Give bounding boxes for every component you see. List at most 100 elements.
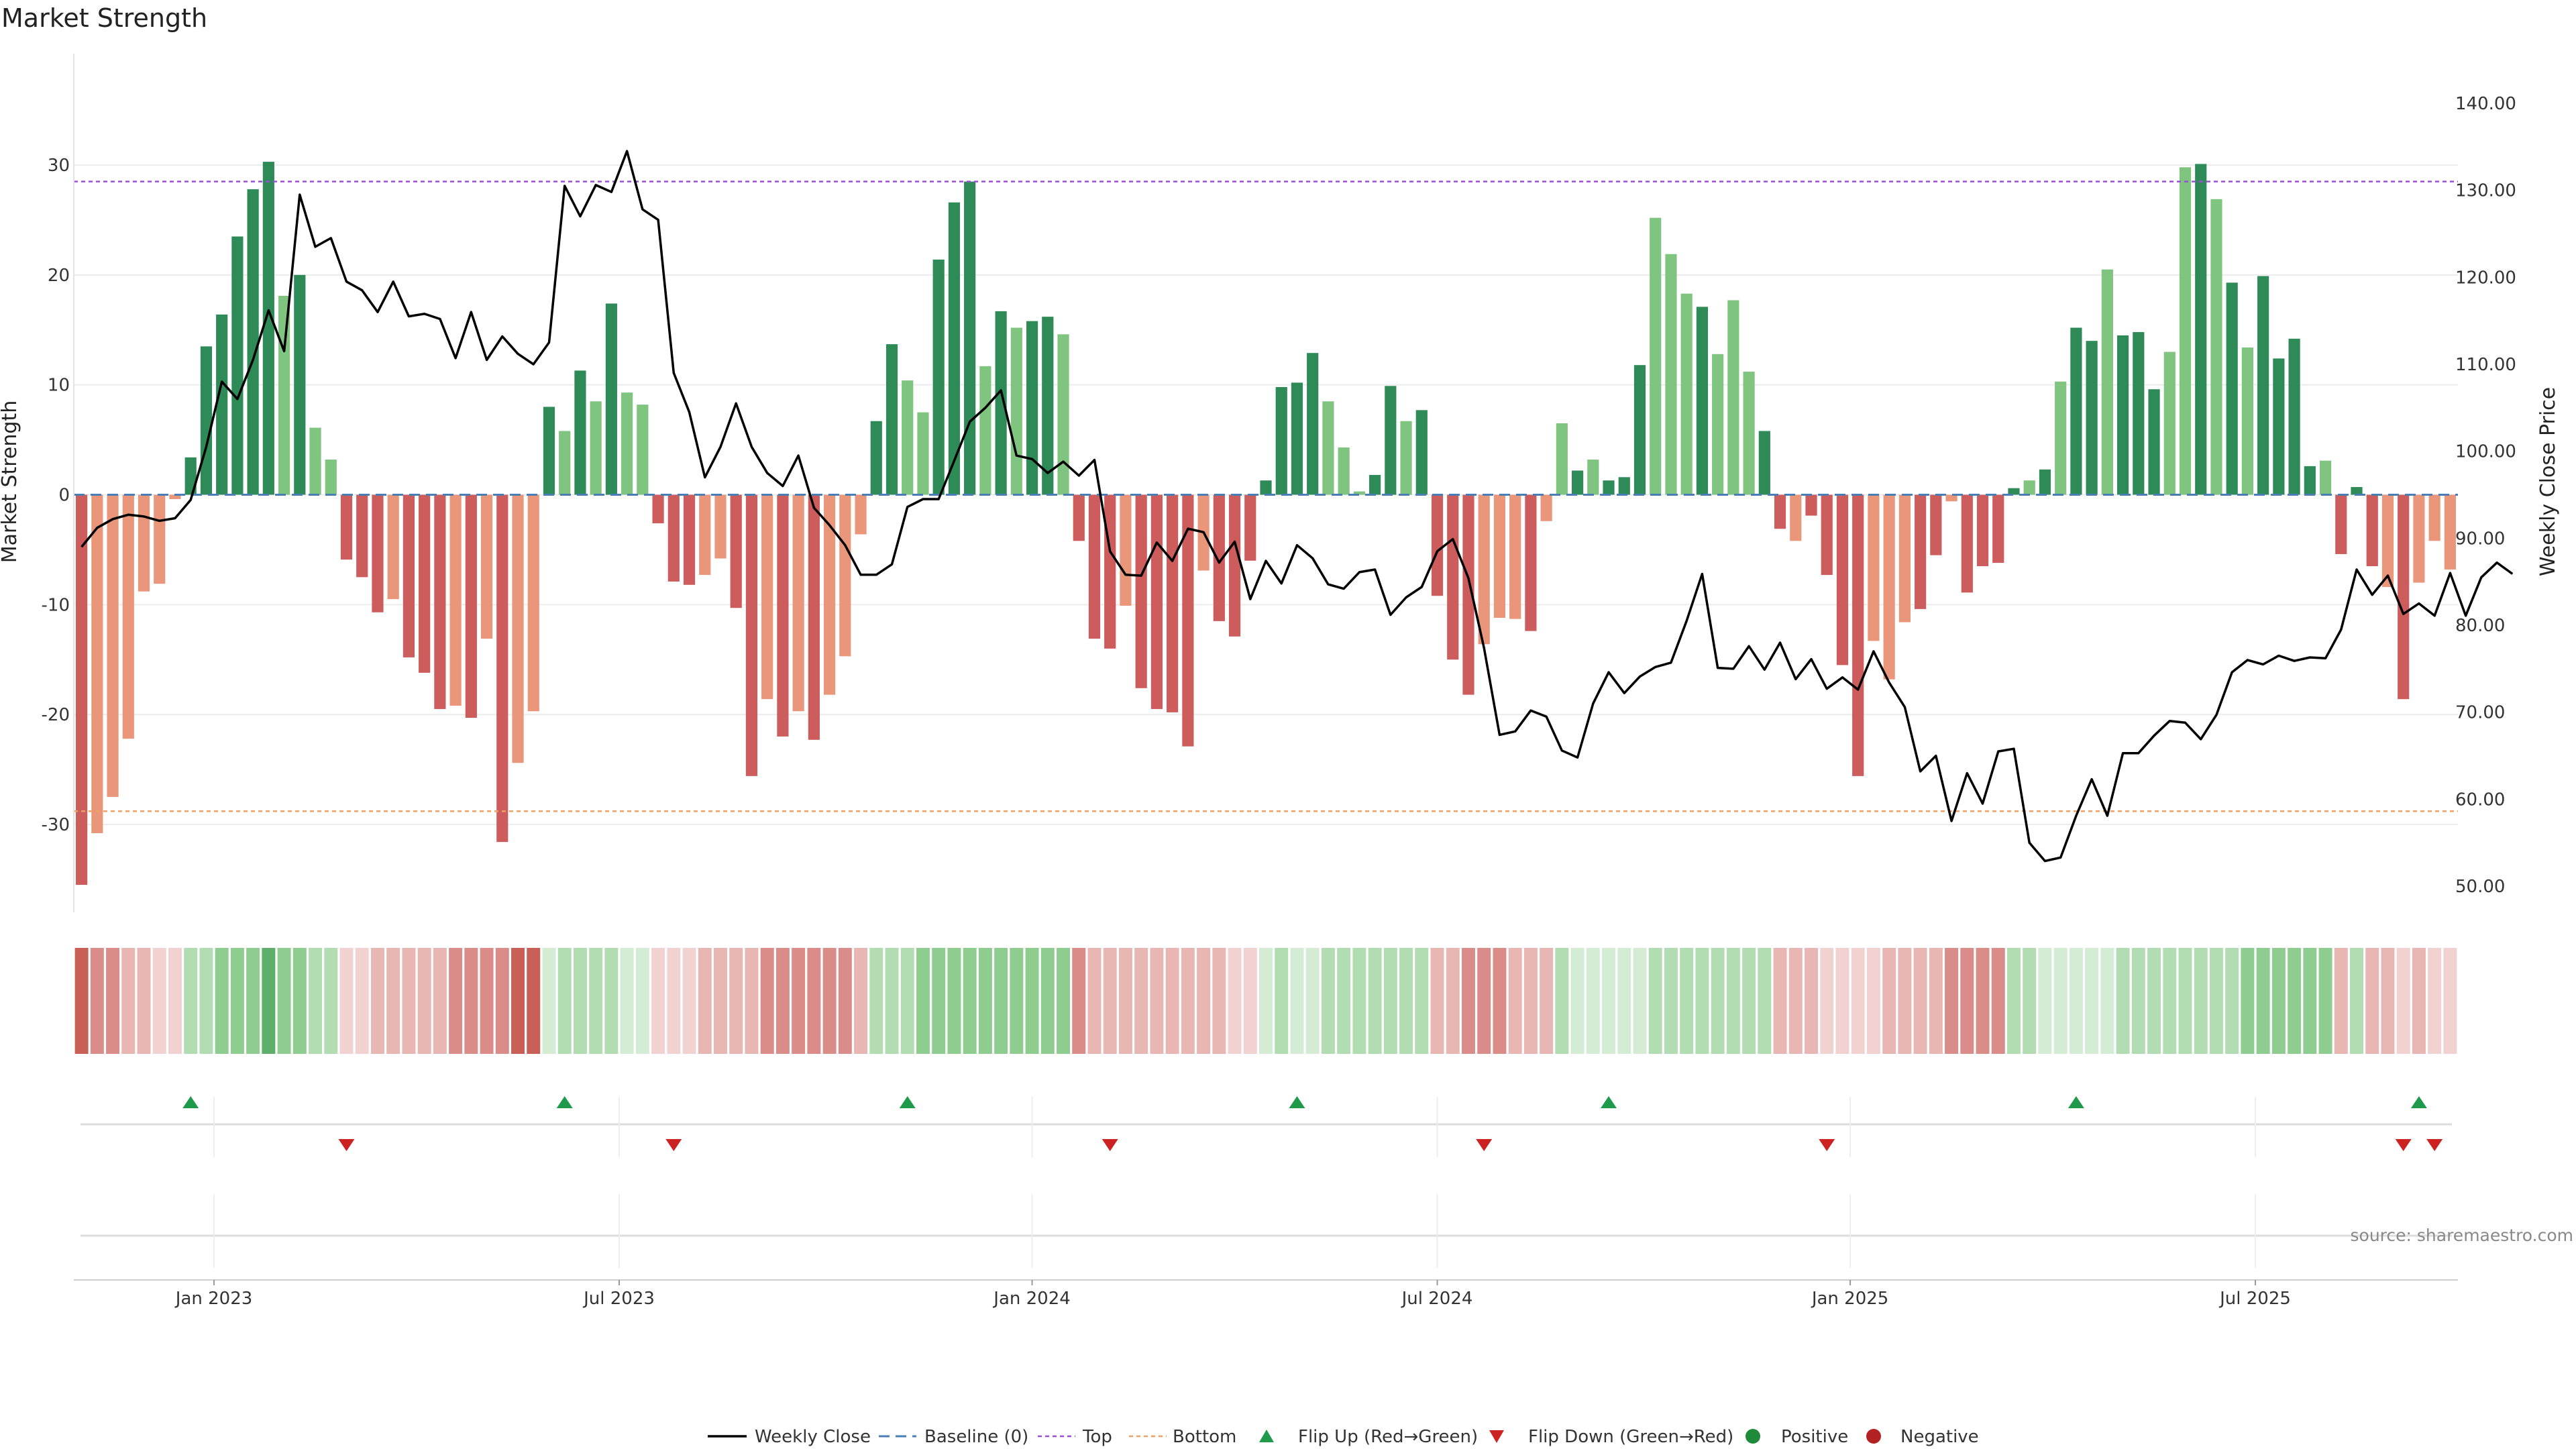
strength-bar (1338, 447, 1350, 495)
strength-bar (2070, 327, 2082, 495)
flip-up-marker (556, 1096, 573, 1108)
strength-bar (2413, 494, 2425, 583)
strength-bar (902, 380, 914, 495)
strength-bar (122, 494, 134, 739)
legend-label: Weekly Close (755, 1427, 871, 1447)
heat-cell (2023, 948, 2037, 1054)
strength-bar (1976, 494, 1989, 566)
heat-cell (1010, 948, 1024, 1054)
strength-bar (1790, 494, 1802, 541)
heat-cell (2396, 948, 2410, 1054)
heat-cell (1633, 948, 1647, 1054)
right-axis-label: Weekly Close Price (2536, 387, 2560, 576)
heat-cell (74, 948, 89, 1054)
strength-bar (1135, 494, 1147, 688)
heat-cell (1991, 948, 2005, 1054)
heat-cell (714, 948, 727, 1054)
strength-bar (1400, 421, 1412, 495)
strength-bar (76, 494, 88, 885)
strength-bar (434, 494, 446, 709)
strength-bar (340, 494, 353, 560)
strength-bar (1821, 494, 1833, 576)
strength-bar (1805, 494, 1817, 516)
legend-label: Positive (1781, 1427, 1848, 1447)
heat-cell (464, 948, 478, 1054)
strength-bar (824, 494, 836, 695)
flip-down-marker (665, 1139, 682, 1151)
heat-cell (215, 948, 229, 1054)
heat-cell (1711, 948, 1725, 1054)
heat-cell (1290, 948, 1304, 1054)
heat-cell (1758, 948, 1772, 1054)
heat-cell (900, 948, 914, 1054)
heat-cell (1025, 948, 1039, 1054)
strength-bar (605, 303, 617, 495)
strength-bar (870, 421, 882, 495)
left-tick-label: 0 (58, 486, 70, 506)
strength-bar (1525, 494, 1537, 631)
flip-down-marker (338, 1139, 355, 1151)
strength-bar (1743, 372, 1755, 495)
heat-cell (963, 948, 977, 1054)
heat-cell (2085, 948, 2099, 1054)
strength-bar (372, 494, 384, 612)
flip-down-marker (1476, 1139, 1493, 1151)
heat-cell (1726, 948, 1740, 1054)
strength-bar (1915, 494, 1927, 609)
strength-bar (1182, 494, 1194, 747)
heat-cell (1275, 948, 1289, 1054)
flip-down-marker (1102, 1139, 1118, 1151)
heat-cell (1555, 948, 1569, 1054)
heat-cell (2318, 948, 2332, 1054)
heat-cell (246, 948, 260, 1054)
strength-bar (979, 366, 991, 495)
heat-cell (324, 948, 338, 1054)
strength-bar (1026, 321, 1038, 495)
heat-cell (433, 948, 447, 1054)
strength-bar (2055, 381, 2067, 495)
strength-bar (777, 494, 789, 737)
heat-cell (121, 948, 136, 1054)
strength-bar (1213, 494, 1225, 621)
legend-swatch-negative (1866, 1429, 1881, 1444)
flip-up-marker (899, 1096, 916, 1108)
strength-bar (730, 494, 742, 608)
heat-cell (527, 948, 541, 1054)
heat-cell (2131, 948, 2145, 1054)
strength-bar (948, 202, 961, 495)
strength-bar (1431, 494, 1444, 596)
heat-cell (620, 948, 634, 1054)
strength-bar (1493, 494, 1506, 618)
strength-bar (1385, 386, 1397, 495)
strength-bar (1260, 480, 1272, 495)
flip-up-marker (2068, 1096, 2084, 1108)
strength-bars (76, 162, 2456, 885)
strength-bar (2444, 494, 2456, 570)
strength-bar (1680, 293, 1693, 495)
strength-bar (154, 494, 166, 584)
left-tick-label: 20 (48, 266, 70, 286)
left-tick-label: 30 (48, 156, 70, 176)
strength-bar (1478, 494, 1490, 645)
heat-cell (573, 948, 587, 1054)
flip-up-marker (1289, 1096, 1305, 1108)
strength-bar (527, 494, 539, 712)
heat-cell (838, 948, 852, 1054)
heat-cell (869, 948, 883, 1054)
heat-cell (2194, 948, 2208, 1054)
heat-cell (932, 948, 946, 1054)
strength-bar (2148, 389, 2160, 495)
strength-bar (2163, 352, 2176, 495)
heat-cell (1305, 948, 1320, 1054)
legend: Weekly Close Baseline (0) Top Bottom Flip Up… (708, 1427, 1979, 1447)
x-tick-label: Jan 2024 (992, 1289, 1071, 1309)
legend-label: Flip Down (Green→Red) (1528, 1427, 1733, 1447)
heat-cell (1773, 948, 1787, 1054)
strength-bar (543, 407, 555, 495)
strength-bar (231, 236, 244, 495)
strength-bar (1462, 494, 1474, 695)
flip-up-marker (1601, 1096, 1617, 1108)
strength-bar (1883, 494, 1895, 680)
heat-cell (152, 948, 166, 1054)
strength-bar (964, 181, 976, 495)
